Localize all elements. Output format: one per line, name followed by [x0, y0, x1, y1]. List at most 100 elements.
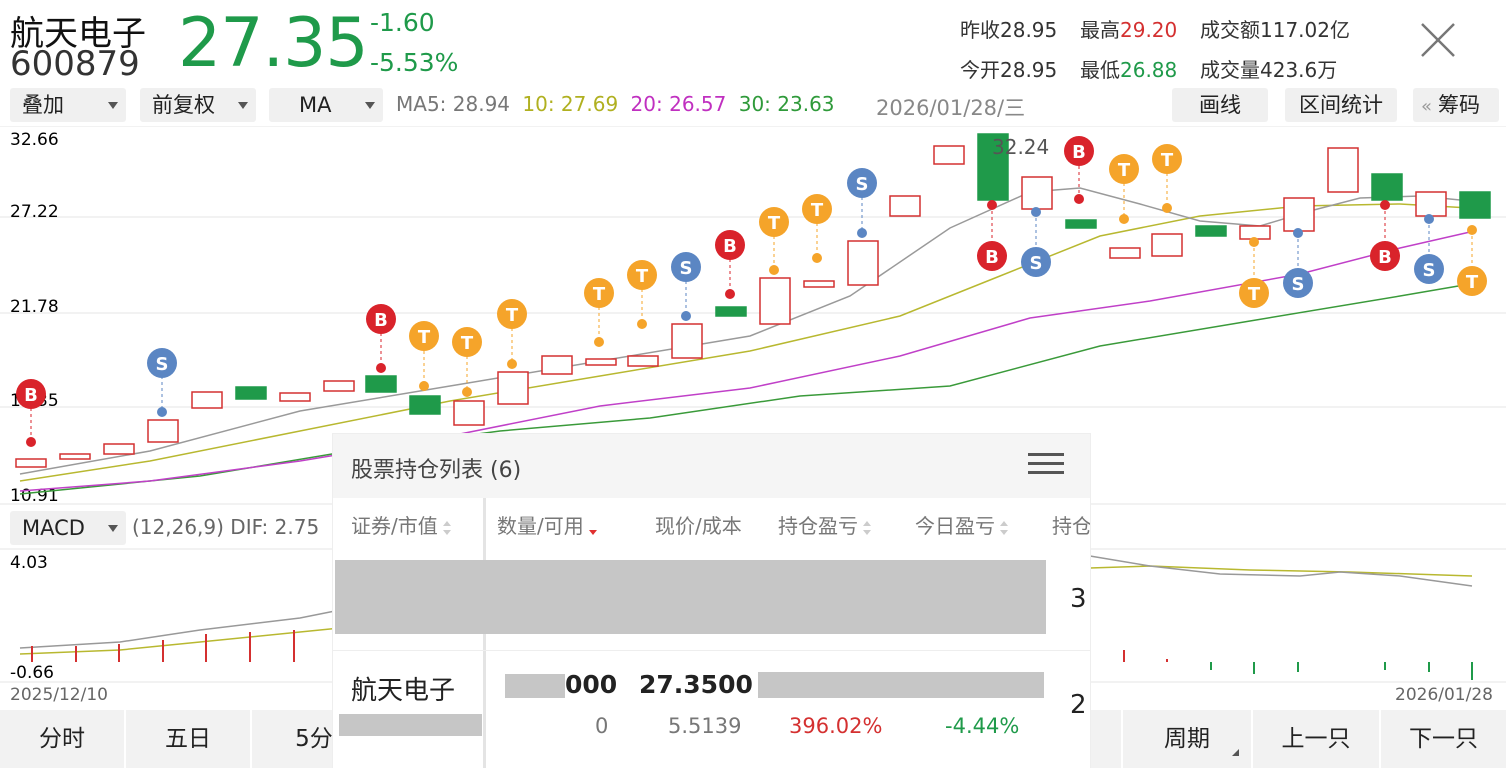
buy-marker-icon: B — [16, 379, 46, 447]
candle — [1327, 147, 1359, 193]
candle — [1283, 197, 1315, 232]
candle — [409, 395, 441, 415]
candle — [541, 355, 573, 375]
holding-stock-name[interactable]: 航天电子 — [351, 676, 456, 706]
macd-y-top: 4.03 — [10, 553, 48, 573]
chevron-down-icon — [108, 102, 118, 109]
svg-text:B: B — [1072, 142, 1086, 163]
t-marker-icon: T — [802, 194, 832, 263]
svg-text:T: T — [506, 305, 519, 326]
candle — [365, 375, 397, 393]
sell-marker-icon: S — [147, 348, 177, 417]
tab-intraday[interactable]: 分时 — [39, 726, 85, 752]
tab-five-day[interactable]: 五日 — [165, 726, 211, 752]
macd-y-bottom: -0.66 — [10, 663, 54, 683]
prev-stock-button[interactable]: 上一只 — [1281, 726, 1351, 752]
sell-marker-icon: S — [671, 252, 701, 321]
candle — [803, 280, 835, 288]
candle — [497, 371, 529, 405]
candle — [847, 240, 879, 286]
candle — [323, 380, 355, 392]
trade-markers: B S B T T T T T S B T T S B S B T T T S … — [16, 136, 1487, 447]
svg-text:S: S — [1292, 274, 1305, 295]
adjust-dropdown[interactable]: 前复权 — [140, 88, 256, 122]
holding-current-price: 27.3500 — [639, 670, 753, 699]
candle — [103, 443, 135, 455]
svg-text:B: B — [1378, 247, 1392, 268]
date-start: 2025/12/10 — [10, 685, 108, 705]
tab-five-min[interactable]: 5分 — [295, 726, 333, 752]
tab-period[interactable]: 周期 — [1123, 710, 1251, 768]
adjust-label: 前复权 — [152, 93, 215, 117]
buy-marker-icon: B — [1064, 136, 1094, 204]
range-stats-button[interactable]: 区间统计 — [1285, 88, 1397, 122]
sell-marker-icon: S — [1021, 207, 1051, 277]
close-icon[interactable] — [1418, 20, 1458, 60]
ma20-value: 20: 26.57 — [630, 92, 727, 116]
ma20-line — [19, 231, 1471, 492]
chevron-down-icon — [108, 525, 118, 532]
candle — [147, 419, 179, 443]
svg-text:S: S — [156, 354, 169, 375]
tab-divider — [1121, 710, 1123, 768]
candle — [977, 133, 1009, 201]
redacted-quantity — [505, 674, 565, 698]
ma30-value: 30: 23.63 — [738, 92, 835, 116]
current-price: 27.35 — [178, 4, 369, 83]
col-header-holding[interactable]: 持仓 — [1052, 514, 1090, 538]
holdings-header: 股票持仓列表 (6) — [333, 434, 1090, 498]
col-header-quantity[interactable]: 数量/可用 — [497, 510, 598, 539]
svg-text:S: S — [1030, 253, 1043, 274]
holding-quantity-suffix: 000 — [565, 670, 618, 699]
t-marker-icon: T — [1457, 225, 1487, 296]
candle — [933, 145, 965, 165]
t-marker-icon: T — [1152, 144, 1182, 213]
svg-text:B: B — [374, 310, 388, 331]
svg-text:S: S — [856, 174, 869, 195]
stock-name: 航天电子 — [10, 14, 146, 54]
svg-text:T: T — [1118, 160, 1131, 181]
sort-icon — [1000, 520, 1008, 535]
col-header-today-pnl[interactable]: 今日盈亏 — [915, 510, 1009, 539]
candles — [15, 133, 1491, 468]
col-header-security[interactable]: 证券/市值 — [351, 510, 452, 539]
kline-chart[interactable]: 32.66 27.22 21.78 16.35 10.91 — [0, 126, 1506, 506]
holding-cost: 5.5139 — [668, 714, 742, 738]
candle — [585, 358, 617, 366]
col-header-price[interactable]: 现价/成本 — [655, 514, 742, 538]
price-change-percent: -5.53% — [370, 48, 459, 77]
col-header-position-pnl[interactable]: 持仓盈亏 — [778, 510, 872, 539]
candle — [1239, 225, 1271, 240]
t-marker-icon: T — [1239, 237, 1269, 308]
buy-marker-icon: B — [366, 304, 396, 373]
tab-divider — [124, 710, 126, 768]
date-end: 2026/01/28 — [1395, 685, 1493, 705]
period-label: 周期 — [1164, 726, 1210, 752]
prev-close-stat: 昨收28.95 — [960, 18, 1058, 42]
candle — [1195, 225, 1227, 237]
chips-button[interactable]: «筹码 — [1413, 88, 1499, 122]
svg-text:T: T — [461, 333, 474, 354]
dea-line-right — [1089, 565, 1473, 577]
svg-text:T: T — [768, 213, 781, 234]
overlay-dropdown[interactable]: 叠加 — [10, 88, 126, 122]
sort-icon — [442, 520, 451, 535]
svg-text:B: B — [24, 385, 38, 406]
holding-pnl-percent: 396.02% — [789, 714, 883, 738]
price-change: -1.60 — [370, 8, 435, 37]
selected-date: 2026/01/28/三 — [876, 96, 1026, 120]
macd-dropdown[interactable]: MACD — [10, 511, 126, 545]
high-stat: 最高29.20 — [1080, 18, 1178, 42]
redacted-row — [335, 560, 1046, 634]
candle — [1109, 247, 1141, 259]
indicator-dropdown[interactable]: MA — [269, 88, 383, 122]
menu-icon[interactable] — [1028, 448, 1064, 480]
svg-text:T: T — [811, 200, 824, 221]
sort-icon — [863, 520, 871, 535]
row1-partial-value: 3 — [1070, 584, 1087, 614]
indicator-label: MA — [299, 93, 332, 117]
next-stock-button[interactable]: 下一只 — [1409, 726, 1478, 752]
candle — [627, 355, 659, 367]
svg-text:S: S — [1423, 260, 1436, 281]
draw-line-button[interactable]: 画线 — [1172, 88, 1268, 122]
